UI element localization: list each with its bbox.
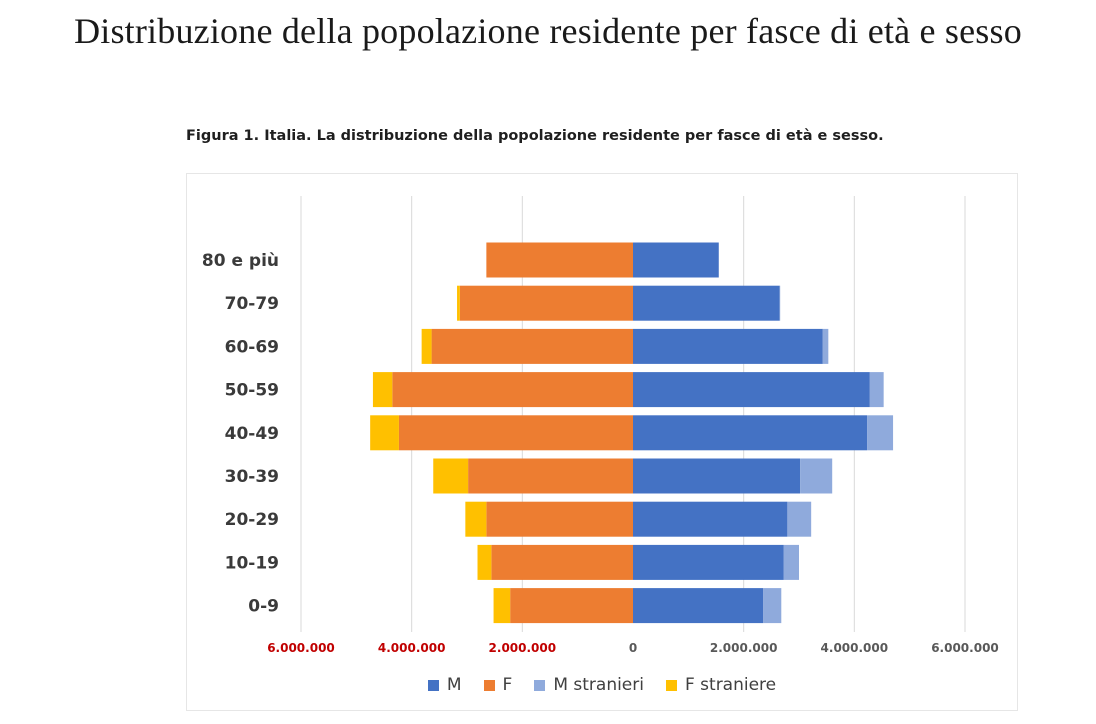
legend-label: M stranieri xyxy=(553,675,644,695)
bar-F xyxy=(392,372,633,408)
bar-M xyxy=(633,328,823,364)
bar-M xyxy=(633,285,780,321)
population-pyramid-chart: 80 e più 70-79 60-69 50-59 40-49 30-39 20-29 10… xyxy=(202,196,999,655)
bar-F-straniere xyxy=(465,501,487,537)
x-tick-label: 0 xyxy=(629,641,637,655)
bar-M-stranieri xyxy=(783,544,799,580)
category-label: 80 e più xyxy=(202,251,279,271)
category-label: 50-59 xyxy=(225,381,279,401)
x-tick-label: 6.000.000 xyxy=(931,641,999,655)
bar-F-straniere xyxy=(370,415,399,451)
bar-F xyxy=(486,501,633,537)
bar-F-straniere xyxy=(372,372,393,408)
bar-F xyxy=(510,588,633,624)
chart-frame: 80 e più 70-79 60-69 50-59 40-49 30-39 20-29 10… xyxy=(186,173,1018,711)
bar-F xyxy=(491,544,633,580)
page-heading: Distribuzione della popolazione resident… xyxy=(74,11,1022,51)
chart-legend: M F M stranieri F straniere xyxy=(186,675,1018,695)
legend-item: F straniere xyxy=(665,675,777,695)
bar-M xyxy=(633,501,788,537)
legend-item: M xyxy=(427,675,462,695)
bar-M-stranieri xyxy=(763,588,782,624)
bar-M-stranieri xyxy=(822,328,829,364)
bar-F xyxy=(431,328,633,364)
bar-M-stranieri xyxy=(787,501,812,537)
bar-F-straniere xyxy=(457,285,460,321)
bar-F xyxy=(468,458,633,494)
legend-label: M xyxy=(446,675,462,695)
bar-F-straniere xyxy=(421,328,432,364)
x-tick-label: 4.000.000 xyxy=(378,641,446,655)
bar-M-stranieri xyxy=(867,415,894,451)
bar-M-stranieri xyxy=(869,372,884,408)
bar-M xyxy=(633,544,784,580)
legend-label: F xyxy=(502,675,513,695)
x-tick-label: 2.000.000 xyxy=(710,641,778,655)
category-label: 70-79 xyxy=(225,294,279,314)
bar-M xyxy=(633,372,870,408)
bar-M xyxy=(633,588,764,624)
bar-M-stranieri xyxy=(800,458,833,494)
bar-F xyxy=(486,242,633,278)
bar-M xyxy=(633,458,801,494)
legend-swatch xyxy=(534,679,546,691)
x-tick-label: 2.000.000 xyxy=(489,641,557,655)
bar-M-stranieri xyxy=(779,285,781,321)
category-label: 10-19 xyxy=(225,553,279,573)
category-label: 30-39 xyxy=(225,467,279,487)
category-label: 0-9 xyxy=(248,597,279,617)
bar-F xyxy=(459,285,633,321)
bar-M xyxy=(633,242,719,278)
category-label: 40-49 xyxy=(225,424,279,444)
bar-F xyxy=(398,415,633,451)
x-tick-label: 4.000.000 xyxy=(821,641,889,655)
legend-label: F straniere xyxy=(684,675,777,695)
legend-item: F xyxy=(483,675,513,695)
bar-F-straniere xyxy=(477,544,492,580)
legend-swatch xyxy=(665,679,677,691)
legend-swatch xyxy=(427,679,439,691)
x-tick-label: 6.000.000 xyxy=(267,641,335,655)
bar-F-straniere xyxy=(433,458,469,494)
figure-caption: Figura 1. Italia. La distribuzione della… xyxy=(186,128,884,144)
legend-item: M stranieri xyxy=(534,675,644,695)
category-label: 60-69 xyxy=(225,337,279,357)
bar-F-straniere xyxy=(493,588,511,624)
legend-swatch xyxy=(483,679,495,691)
category-label: 20-29 xyxy=(225,510,279,530)
bar-M xyxy=(633,415,868,451)
